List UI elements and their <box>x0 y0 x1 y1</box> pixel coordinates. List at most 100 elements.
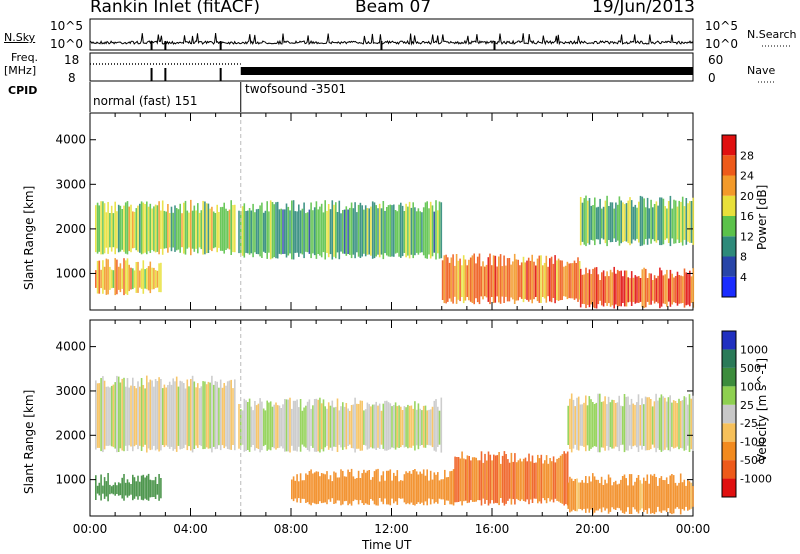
velocity-cell <box>305 473 307 503</box>
velocity-cell <box>117 482 120 496</box>
power-cell <box>491 265 493 297</box>
velocity-cell <box>514 453 516 505</box>
power-colorbar-segment <box>722 236 736 257</box>
velocity-cell <box>116 375 118 453</box>
velocity-cell <box>442 479 444 500</box>
power-cell <box>581 274 584 304</box>
velocity-cell <box>484 453 486 504</box>
power-cell <box>657 275 659 304</box>
power-cell <box>170 206 173 252</box>
velocity-colorbar-segment <box>722 331 736 350</box>
power-cell <box>375 205 377 257</box>
power-cell <box>110 205 113 252</box>
power-cell <box>123 205 125 252</box>
velocity-cell <box>471 457 474 502</box>
power-cell <box>659 267 661 309</box>
velocity-cell <box>672 475 675 514</box>
power-cell <box>146 268 148 290</box>
velocity-cell <box>147 473 150 501</box>
velocity-cell <box>679 473 682 515</box>
power-cell <box>212 211 215 249</box>
velocity-cell <box>331 400 334 451</box>
power-cell <box>690 276 693 303</box>
velocity-cell <box>322 473 325 503</box>
velocity-cell <box>228 380 231 450</box>
power-cell <box>109 213 111 248</box>
power-cell <box>327 204 330 258</box>
power-cell <box>238 210 240 254</box>
velocity-cell <box>261 401 263 451</box>
power-cell <box>426 201 428 259</box>
velocity-cell <box>565 453 567 505</box>
velocity-cell <box>147 382 150 449</box>
power-cell <box>437 210 439 254</box>
power-cell <box>689 201 691 243</box>
site-title: Rankin Inlet (fitACF) <box>90 0 261 17</box>
velocity-cell <box>128 387 130 446</box>
power-cell <box>340 213 342 252</box>
power-cell <box>322 212 325 253</box>
velocity-cell <box>299 473 302 503</box>
power-cell <box>310 202 312 259</box>
power-cell <box>114 258 116 296</box>
power-cell <box>683 268 686 308</box>
power-cell <box>349 207 351 255</box>
velocity-cell <box>193 381 196 449</box>
power-cell <box>373 202 376 259</box>
velocity-cell <box>356 478 358 501</box>
power-cell <box>604 200 607 244</box>
velocity-cell <box>398 481 400 499</box>
velocity-cell <box>124 386 127 446</box>
velocity-cell <box>665 477 668 512</box>
velocity-cell <box>352 476 355 502</box>
power-cell <box>324 200 326 260</box>
power-cell <box>625 203 628 242</box>
velocity-cell <box>273 404 275 449</box>
power-cell <box>354 202 356 259</box>
power-cell <box>126 201 129 255</box>
power-cell <box>606 271 608 306</box>
power-cell <box>630 200 633 244</box>
power-cell <box>151 208 153 250</box>
velocity-cell <box>226 381 229 449</box>
velocity-cell <box>359 478 362 501</box>
velocity-cell <box>507 459 509 501</box>
velocity-cell <box>130 484 132 495</box>
power-cell <box>130 204 132 253</box>
power-colorbar-tick: 16 <box>740 210 754 223</box>
power-cell <box>315 201 318 259</box>
power-cell <box>259 205 261 257</box>
power-cell <box>450 257 453 302</box>
velocity-cell <box>606 404 608 446</box>
velocity-cell <box>382 471 385 505</box>
power-colorbar-tick: 20 <box>740 190 754 203</box>
velocity-cell <box>445 477 448 501</box>
power-cell <box>294 211 297 253</box>
velocity-cell <box>554 462 557 499</box>
power-cell <box>298 204 300 257</box>
velocity-cell <box>650 399 652 450</box>
power-cell <box>469 257 472 302</box>
power-cell <box>191 210 194 249</box>
velocity-colorbar-tick: 1000 <box>740 343 768 356</box>
velocity-cell <box>410 473 413 503</box>
velocity-cell <box>561 454 564 504</box>
power-cell <box>441 260 444 300</box>
power-cell <box>515 259 518 301</box>
power-cell <box>287 206 290 256</box>
velocity-cell <box>342 402 344 450</box>
velocity-cell <box>103 477 106 499</box>
power-cell <box>261 202 263 258</box>
velocity-cell <box>296 399 298 452</box>
power-cell <box>464 259 467 301</box>
velocity-cell <box>126 378 129 451</box>
power-cell <box>687 203 689 242</box>
velocity-cell <box>160 379 162 451</box>
velocity-cell <box>375 401 377 450</box>
velocity-cell <box>377 405 379 448</box>
power-cell <box>179 203 181 253</box>
power-cell <box>269 200 272 260</box>
power-cell <box>588 269 591 308</box>
velocity-cell <box>287 399 290 452</box>
x-tick-label: 20:00 <box>575 522 610 536</box>
